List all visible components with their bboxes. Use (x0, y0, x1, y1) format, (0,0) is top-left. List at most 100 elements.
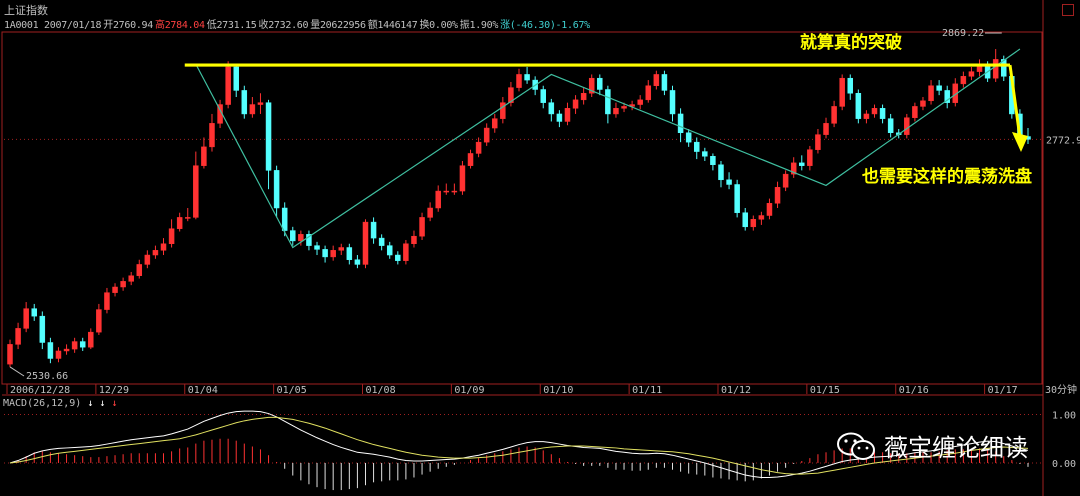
quote-field: 高2784.04 (155, 20, 205, 31)
candle-body (734, 184, 740, 213)
candle-body (823, 123, 829, 135)
x-tick-label: 01/12 (721, 385, 751, 396)
candle-body (839, 77, 845, 107)
x-tick-label: 01/11 (632, 385, 662, 396)
candle-body (411, 235, 417, 244)
candle-11 (96, 303, 102, 335)
quote-field: 振1.90% (459, 20, 499, 31)
x-tick-label: 01/10 (543, 385, 573, 396)
candle-18 (152, 245, 159, 259)
candle-46 (378, 234, 385, 251)
candle-body (831, 106, 837, 124)
candle-body (168, 228, 175, 244)
candle-body (645, 85, 652, 101)
candle-82 (669, 85, 676, 122)
candle-25 (209, 113, 215, 152)
candle-70 (572, 95, 579, 114)
candle-body (88, 331, 94, 348)
candle-body (588, 77, 595, 94)
candle-88 (718, 160, 724, 188)
candle-body (742, 212, 748, 228)
price-panel-border (1, 31, 1043, 385)
candle-90 (734, 179, 740, 218)
candle-body (887, 118, 894, 134)
candle-47 (386, 241, 393, 259)
candle-61 (500, 97, 506, 124)
candle-20 (168, 219, 175, 248)
candle-body (184, 217, 191, 219)
candle-62 (508, 81, 514, 107)
window-close-box[interactable] (1062, 4, 1074, 16)
x-axis: 2006/12/28 12/29 01/04 01/05 01/08 01/09 01/10… (6, 383, 1077, 396)
candle-body (483, 127, 490, 143)
x-tick-label: 01/08 (365, 385, 395, 396)
candle-body (435, 190, 441, 209)
candle-111 (904, 113, 910, 139)
candle-114 (928, 80, 934, 105)
candle-body (257, 102, 264, 105)
x-tick-label: 01/15 (810, 385, 840, 396)
candle-body (685, 132, 692, 143)
candle-body (427, 207, 433, 218)
candle-94 (766, 198, 773, 220)
candle-97 (790, 157, 797, 178)
candle-79 (645, 80, 652, 103)
period-label: 30分钟 (1045, 383, 1077, 396)
candle-body (904, 117, 910, 135)
candle-29 (241, 85, 248, 119)
candle-44 (362, 219, 369, 269)
candle-106 (863, 110, 870, 124)
candle-116 (944, 85, 950, 109)
candle-body (403, 243, 409, 261)
candle-91 (742, 208, 748, 231)
candle-body (580, 93, 587, 101)
candle-body (459, 165, 466, 192)
high-price-label: 2869.22 (942, 28, 984, 39)
candle-87 (710, 153, 716, 171)
candle-body (790, 162, 797, 175)
candle-9 (79, 337, 86, 351)
candle-10 (88, 328, 94, 350)
candle-17 (144, 250, 151, 269)
low-price-label: 2530.66 (26, 371, 68, 382)
candle-66 (540, 85, 546, 109)
candle-75 (613, 102, 619, 118)
arrow-down-icon: ↓ (111, 398, 118, 409)
candle-60 (492, 113, 498, 133)
candle-78 (637, 95, 643, 110)
candle-108 (879, 104, 886, 124)
candle-body (726, 179, 732, 185)
candle-body (330, 250, 336, 258)
candle-40 (330, 245, 336, 261)
candle-34 (281, 202, 288, 237)
candle-92 (750, 215, 757, 231)
candle-body (63, 348, 70, 352)
candle-body (241, 90, 248, 115)
candle-body (508, 87, 514, 103)
candle-0 (7, 339, 13, 367)
candle-body (370, 221, 377, 239)
candle-69 (564, 102, 571, 126)
low-price-leader (9, 366, 25, 377)
candle-body (23, 308, 29, 329)
candle-body (661, 74, 668, 91)
candle-body (871, 108, 878, 115)
quote-field: 1A0001 2007/01/18 (4, 20, 102, 31)
candle-body (136, 264, 143, 276)
candle-27 (225, 61, 231, 109)
zigzag-layer (195, 48, 1021, 249)
candle-body (758, 215, 765, 220)
candle-body (677, 113, 684, 134)
candle-body (79, 341, 86, 348)
candle-96 (782, 170, 789, 192)
candle-57 (467, 149, 474, 169)
candle-73 (597, 74, 603, 96)
macd-tick-0: 0.00 (1052, 459, 1076, 470)
candle-63 (516, 68, 522, 92)
candle-33 (273, 165, 280, 218)
candle-81 (661, 70, 668, 96)
candle-body (944, 90, 950, 103)
candle-52 (427, 202, 433, 222)
